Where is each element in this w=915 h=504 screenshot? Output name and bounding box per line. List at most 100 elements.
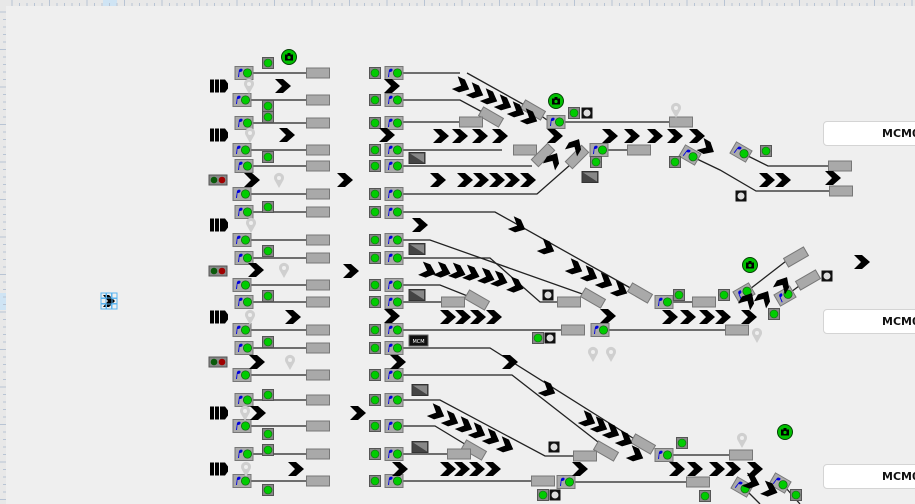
- buffer-stop-icon[interactable]: [210, 406, 228, 420]
- track-indicator-icon[interactable]: [369, 394, 381, 406]
- track-indicator-icon[interactable]: [369, 252, 381, 264]
- track-indicator-icon[interactable]: [760, 145, 772, 157]
- track-indicator-icon[interactable]: [790, 489, 802, 501]
- selected-chevron[interactable]: [100, 292, 118, 310]
- signal-icon[interactable]: [232, 187, 252, 201]
- track-block[interactable]: [306, 234, 330, 246]
- track-indicator-icon[interactable]: [262, 444, 274, 456]
- signal-icon[interactable]: [654, 295, 674, 309]
- track-indicator-icon[interactable]: [532, 332, 544, 344]
- track-indicator-icon[interactable]: [568, 107, 580, 119]
- signal-icon[interactable]: [384, 159, 404, 173]
- track-block[interactable]: [557, 296, 581, 308]
- track-indicator-icon[interactable]: [369, 296, 381, 308]
- track-indicator-icon[interactable]: [369, 94, 381, 106]
- track-indicator-icon[interactable]: [369, 117, 381, 129]
- point-indicator-icon[interactable]: [542, 289, 554, 301]
- track-indicator-icon[interactable]: [699, 490, 711, 502]
- resize-handle[interactable]: [111, 303, 118, 310]
- track-block[interactable]: [459, 116, 483, 128]
- track-block[interactable]: [513, 144, 537, 156]
- signal-icon[interactable]: [234, 66, 254, 80]
- red-green-signal-icon[interactable]: [208, 356, 228, 368]
- signal-icon[interactable]: [232, 143, 252, 157]
- track-indicator-icon[interactable]: [718, 289, 730, 301]
- track-block[interactable]: [561, 324, 585, 336]
- signal-icon[interactable]: [384, 323, 404, 337]
- signal-icon[interactable]: [384, 251, 404, 265]
- signal-icon[interactable]: [546, 115, 566, 129]
- track-indicator-icon[interactable]: [262, 389, 274, 401]
- signal-icon[interactable]: [729, 141, 753, 163]
- signal-icon[interactable]: [232, 474, 252, 488]
- track-block[interactable]: [306, 475, 330, 487]
- track-block[interactable]: [306, 94, 330, 106]
- track-indicator-icon[interactable]: [262, 151, 274, 163]
- track-block[interactable]: [729, 449, 753, 461]
- track-block[interactable]: [441, 296, 465, 308]
- track-block[interactable]: [579, 287, 607, 309]
- buffer-stop-icon[interactable]: [210, 79, 228, 93]
- signal-icon[interactable]: [384, 116, 404, 130]
- station-label-box[interactable]: MCM03: [823, 464, 915, 489]
- signal-icon[interactable]: [384, 295, 404, 309]
- track-indicator-icon[interactable]: [262, 336, 274, 348]
- track-block[interactable]: [306, 117, 330, 129]
- switch-state-icon[interactable]: [408, 289, 426, 301]
- track-block[interactable]: [828, 160, 852, 172]
- signal-icon[interactable]: [384, 447, 404, 461]
- track-indicator-icon[interactable]: [262, 428, 274, 440]
- track-block[interactable]: [573, 450, 597, 462]
- camera-icon[interactable]: [281, 49, 297, 65]
- signal-icon[interactable]: [384, 341, 404, 355]
- track-indicator-icon[interactable]: [369, 279, 381, 291]
- point-indicator-icon[interactable]: [544, 332, 556, 344]
- signal-icon[interactable]: [234, 393, 254, 407]
- track-block[interactable]: [306, 144, 330, 156]
- signal-icon[interactable]: [384, 143, 404, 157]
- signal-icon[interactable]: [234, 159, 254, 173]
- track-indicator-icon[interactable]: [262, 201, 274, 213]
- track-block[interactable]: [627, 144, 651, 156]
- track-block[interactable]: [306, 342, 330, 354]
- track-block[interactable]: [306, 252, 330, 264]
- track-indicator-icon[interactable]: [262, 111, 274, 123]
- signal-icon[interactable]: [384, 368, 404, 382]
- signal-icon[interactable]: [384, 233, 404, 247]
- track-indicator-icon[interactable]: [537, 489, 549, 501]
- track-block[interactable]: [306, 369, 330, 381]
- track-block[interactable]: [306, 279, 330, 291]
- track-indicator-icon[interactable]: [369, 369, 381, 381]
- track-indicator-icon[interactable]: [669, 156, 681, 168]
- track-block[interactable]: [794, 269, 822, 291]
- track-block[interactable]: [626, 282, 654, 304]
- point-indicator-icon[interactable]: [548, 441, 560, 453]
- signal-icon[interactable]: [232, 419, 252, 433]
- camera-icon[interactable]: [777, 424, 793, 440]
- signal-icon[interactable]: [384, 205, 404, 219]
- track-block[interactable]: [629, 433, 657, 455]
- track-indicator-icon[interactable]: [262, 484, 274, 496]
- signal-icon[interactable]: [232, 368, 252, 382]
- signal-icon[interactable]: [234, 251, 254, 265]
- track-indicator-icon[interactable]: [369, 206, 381, 218]
- track-block[interactable]: [306, 160, 330, 172]
- track-block[interactable]: [306, 206, 330, 218]
- switch-state-icon[interactable]: [408, 152, 426, 164]
- signal-icon[interactable]: [384, 187, 404, 201]
- switch-state-icon[interactable]: [411, 441, 429, 453]
- station-label-box[interactable]: MCM03: [823, 121, 915, 146]
- track-block[interactable]: [306, 324, 330, 336]
- signal-icon[interactable]: [232, 233, 252, 247]
- signal-icon[interactable]: [654, 448, 674, 462]
- red-green-signal-icon[interactable]: [208, 174, 228, 186]
- track-block[interactable]: [692, 296, 716, 308]
- switch-state-icon[interactable]: [411, 384, 429, 396]
- buffer-stop-icon[interactable]: [210, 218, 228, 232]
- track-indicator-icon[interactable]: [369, 342, 381, 354]
- camera-icon[interactable]: [742, 257, 758, 273]
- track-block[interactable]: [306, 420, 330, 432]
- track-block[interactable]: [592, 440, 620, 462]
- track-indicator-icon[interactable]: [676, 437, 688, 449]
